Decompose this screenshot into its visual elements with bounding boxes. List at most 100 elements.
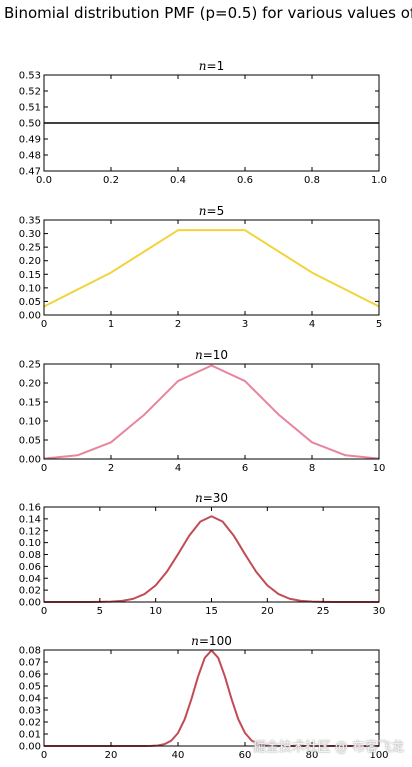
figure-title: Binomial distribution PMF (p=0.5) for va… xyxy=(4,4,412,22)
y-tick-label: 0.03 xyxy=(19,706,41,717)
y-tick-label: 0.08 xyxy=(19,550,41,561)
chart-title: n=100 xyxy=(191,634,232,648)
y-tick-label: 0.20 xyxy=(19,256,41,267)
y-tick-label: 0.35 xyxy=(19,216,41,227)
chart-4: n=30 0 5 10 15 20 25 30 0.000.020.040.060.080.10… xyxy=(19,491,386,617)
x-tick-label: 100 xyxy=(369,750,388,761)
x-tick-label: 0.6 xyxy=(237,175,253,186)
x-tick-label: 3 xyxy=(242,319,248,330)
chart-title-var: n xyxy=(191,634,199,648)
y-tick-label: 0.30 xyxy=(19,229,41,240)
x-tick-label: 20 xyxy=(261,606,274,617)
chart-title-var: n xyxy=(199,204,207,218)
x-tick-label: 60 xyxy=(239,750,252,761)
x-tick-label: 5 xyxy=(97,606,103,617)
y-tick-label: 0.49 xyxy=(19,135,41,146)
y-tick-label: 0.01 xyxy=(19,730,41,741)
x-tick-label: 25 xyxy=(317,606,330,617)
x-tick-label: 6 xyxy=(242,463,248,474)
y-tick-label: 0.04 xyxy=(19,694,41,705)
y-tick-label: 0.15 xyxy=(19,398,41,409)
x-tick-label: 2 xyxy=(108,463,114,474)
y-tick-label: 0.04 xyxy=(19,574,41,585)
x-tick-label: 10 xyxy=(149,606,162,617)
y-tick-label: 0.02 xyxy=(19,586,41,597)
y-tick-label: 0.52 xyxy=(19,87,41,98)
x-tick-label: 4 xyxy=(175,463,181,474)
x-tick-label: 1.0 xyxy=(371,175,387,186)
plot-frame xyxy=(43,506,380,603)
chart-2: n=5 0 1 2 3 4 5 0.00 0.05 0.10 0.15 0.20 0.25 0.30 0.3… xyxy=(19,204,382,330)
y-tick-label: 0.50 xyxy=(19,119,41,130)
x-tick-label: 20 xyxy=(105,750,118,761)
y-tick-label: 0.05 xyxy=(19,436,41,447)
series-line xyxy=(43,364,380,460)
chart-title-rest: =1 xyxy=(207,59,225,73)
y-tick-label: 0.53 xyxy=(19,71,41,82)
chart-title: n=30 xyxy=(195,491,228,505)
x-tick-label: 80 xyxy=(306,750,319,761)
x-tick-label: 1 xyxy=(108,319,114,330)
x-tick-label: 5 xyxy=(376,319,382,330)
y-tick-label: 0.06 xyxy=(19,562,41,573)
x-tick-label: 40 xyxy=(172,750,185,761)
chart-title-var: n xyxy=(199,59,207,73)
y-tick-label: 0.02 xyxy=(19,718,41,729)
y-tick-label: 0.00 xyxy=(19,742,41,753)
y-tick-label: 0.00 xyxy=(19,455,41,466)
x-tick-label: 15 xyxy=(205,606,218,617)
y-tick-label: 0.08 xyxy=(19,646,41,657)
y-tick-label: 0.06 xyxy=(19,670,41,681)
y-tick-label: 0.07 xyxy=(19,658,41,669)
series-line xyxy=(44,515,379,603)
chart-title: n=10 xyxy=(195,348,228,362)
x-tick-label: 0.2 xyxy=(103,175,119,186)
y-tick-label: 0.25 xyxy=(19,360,41,371)
x-tick-label: 4 xyxy=(309,319,315,330)
plot-frame xyxy=(43,219,380,316)
chart-title-rest: =30 xyxy=(203,491,228,505)
y-tick-label: 0.48 xyxy=(19,151,41,162)
y-tick-label: 0.47 xyxy=(19,167,41,178)
x-tick-label: 0.0 xyxy=(36,175,52,186)
x-tick-label: 30 xyxy=(373,606,386,617)
chart-3: n=10 0 2 4 6 8 10 0.00 0.05 0.10 0.15 0.20 0.25 xyxy=(19,348,386,474)
x-tick-label: 0 xyxy=(41,319,47,330)
x-tick-label: 0.4 xyxy=(170,175,186,186)
x-tick-label: 0 xyxy=(41,606,47,617)
y-tick-label: 0.20 xyxy=(19,379,41,390)
y-tick-label: 0.25 xyxy=(19,243,41,254)
chart-title-rest: =5 xyxy=(207,204,225,218)
x-tick-label: 0 xyxy=(41,750,47,761)
plot-frame xyxy=(43,363,380,460)
y-tick-label: 0.16 xyxy=(19,503,41,514)
chart-title-rest: =10 xyxy=(203,348,228,362)
chart-title: n=1 xyxy=(199,59,224,73)
x-tick-label: 2 xyxy=(175,319,181,330)
chart-title-var: n xyxy=(195,491,203,505)
y-tick-label: 0.00 xyxy=(19,598,41,609)
y-tick-label: 0.14 xyxy=(19,514,41,525)
y-tick-label: 0.05 xyxy=(19,297,41,308)
x-tick-label: 0.8 xyxy=(304,175,320,186)
chart-title-var: n xyxy=(195,348,203,362)
chart-title: n=5 xyxy=(199,204,224,218)
series-line xyxy=(43,649,380,747)
plot-frame xyxy=(43,649,380,747)
y-tick-label: 0.12 xyxy=(19,526,41,537)
y-tick-label: 0.00 xyxy=(19,311,41,322)
y-tick-label: 0.10 xyxy=(19,283,41,294)
chart-title-rest: =100 xyxy=(199,634,232,648)
y-tick-label: 0.51 xyxy=(19,103,41,114)
watermark: 掘金技术社区 @ 布客飞龙 xyxy=(252,740,404,755)
x-tick-label: 0 xyxy=(41,463,47,474)
y-tick-label: 0.15 xyxy=(19,270,41,281)
chart-1: n=1 0.0 0.2 0.4 0.6 0.8 1.0 0.47 0.48 0.49 0.50 0.5… xyxy=(19,59,387,186)
x-tick-label: 8 xyxy=(309,463,315,474)
x-tick-label: 10 xyxy=(373,463,386,474)
series-line xyxy=(43,229,380,308)
y-tick-label: 0.05 xyxy=(19,682,41,693)
